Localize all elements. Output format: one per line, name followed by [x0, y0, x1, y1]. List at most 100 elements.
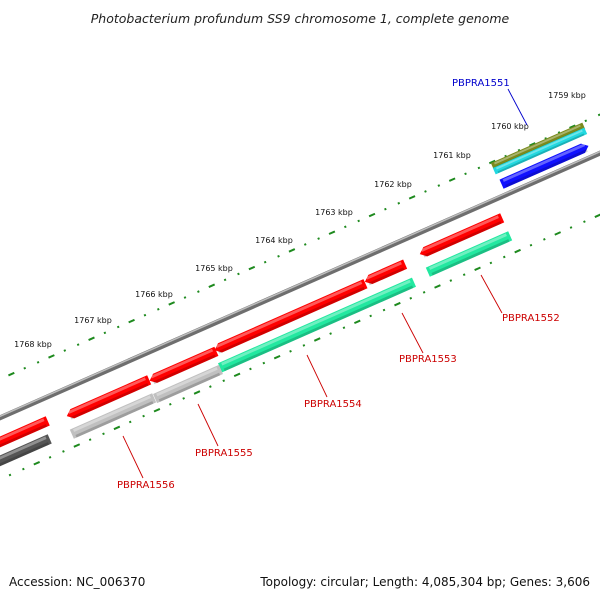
chromosome-backbone — [0, 150, 600, 421]
gene-arrow-pbpra1552 — [419, 213, 505, 258]
inner-tick — [289, 349, 292, 353]
inner-tick — [273, 354, 281, 360]
inner-tick — [153, 407, 161, 413]
gene-bar-dark-1-shadow — [0, 442, 50, 469]
gene-arrow-pbpra1551 — [499, 143, 589, 189]
inner-tick — [474, 266, 481, 271]
accession-text: Accession: NC_006370 — [9, 575, 145, 589]
outer-tick — [143, 313, 147, 317]
outer-tick — [448, 177, 456, 182]
inner-tick — [434, 284, 441, 289]
inner-tick — [342, 326, 346, 330]
inner-tick-track — [8, 213, 600, 477]
inner-tick — [128, 420, 132, 424]
tick-label: 1764 kbp — [255, 236, 293, 245]
feature-bar-cyan-shadow — [497, 133, 585, 174]
gene-arrow-pbpra1551-highlight — [502, 143, 586, 182]
gene-arrow-pbpra1554-shadow — [218, 286, 365, 354]
gene-arrow-partial-left — [0, 416, 50, 451]
gene-arrow-pbpra1554-highlight — [215, 281, 363, 348]
outer-tick — [8, 371, 15, 377]
outer-tick — [156, 307, 160, 311]
outer-tick — [357, 219, 360, 223]
inner-tick — [382, 308, 386, 312]
outer-tick — [128, 318, 135, 324]
inner-tick — [193, 390, 201, 395]
gene-bar-grey-1-highlight — [156, 367, 218, 397]
map-title: Photobacterium profundum SS9 chromosome … — [91, 11, 510, 26]
gene-label-pbpra1554: PBPRA1554 — [304, 399, 362, 410]
outer-tick — [504, 154, 507, 158]
inner-tick — [113, 425, 121, 431]
feature-bar-cyan — [492, 127, 588, 175]
inner-tick — [329, 332, 332, 335]
outer-tick — [328, 230, 336, 235]
inner-tick — [554, 231, 562, 236]
gene-arrow-partial-left-body — [0, 416, 50, 450]
outer-tick — [23, 366, 27, 370]
inner-tick — [313, 337, 321, 342]
gene-arrow-pbpra1556-body — [66, 375, 152, 419]
gene-bar-teal-2 — [217, 277, 417, 373]
inner-tick — [462, 273, 466, 276]
outer-tick — [517, 148, 521, 152]
outer-tick — [303, 243, 307, 246]
gene-bar-teal-1-body — [425, 231, 513, 277]
inner-tick — [489, 261, 493, 265]
inner-tick — [62, 450, 65, 453]
gene-arrow-pbpra1556 — [66, 375, 152, 420]
gene-bar-teal-2-shadow — [223, 285, 414, 372]
gene-arrow-pbpra1553-body — [364, 259, 408, 285]
gene-arrow-pbpra1555-body — [149, 346, 219, 383]
inner-tick — [48, 456, 52, 459]
inner-tick — [394, 301, 401, 307]
gene-label-pbpra1551: PBPRA1551 — [452, 78, 510, 89]
outer-tick — [437, 184, 441, 187]
inner-tick — [449, 279, 453, 282]
tick-label: 1759 kbp — [548, 91, 586, 100]
gene-arrow-pbpra1553 — [364, 259, 408, 286]
feature-bar-olive-highlight — [493, 124, 581, 165]
feature-bar-cyan-body — [492, 127, 588, 175]
outer-tick — [544, 137, 548, 140]
gene-arrow-pbpra1552-shadow — [423, 221, 502, 258]
inner-tick — [142, 414, 145, 418]
inner-tick — [422, 291, 426, 294]
gene-arrow-partial-left-shadow — [0, 424, 48, 451]
gene-bar-teal-2-highlight — [221, 279, 411, 366]
gene-bar-grey-2-shadow — [75, 401, 154, 438]
tick-label: 1761 kbp — [433, 151, 471, 160]
gene-arrow-pbpra1552-highlight — [420, 215, 499, 252]
tick-label: 1768 kbp — [14, 340, 52, 349]
outer-tick — [384, 207, 387, 211]
gene-arrow-pbpra1551-shadow — [505, 149, 588, 188]
outer-tick — [424, 190, 427, 193]
inner-tick — [33, 461, 41, 466]
gene-label-pbpra1555: PBPRA1555 — [195, 448, 253, 459]
gene-bar-dark-1 — [0, 434, 52, 470]
inner-tick — [583, 220, 586, 223]
gene-arrow-partial-left-highlight — [0, 418, 45, 445]
outer-tick — [529, 142, 536, 147]
tick-label: 1765 kbp — [195, 264, 233, 273]
outer-tick-track: 1759 kbp 1760 kbp 1761 kbp 1762 kbp 1763 kbp… — [8, 91, 600, 377]
inner-tick — [222, 379, 226, 383]
tick-label: 1760 kbp — [491, 122, 529, 131]
outer-tick — [36, 361, 40, 364]
outer-tick — [569, 124, 576, 129]
inner-tick — [88, 438, 92, 441]
outer-tick — [344, 225, 347, 229]
gene-bar-grey-2-body — [69, 393, 157, 439]
leader-line-pbpra1553 — [401, 312, 424, 354]
outer-tick — [48, 354, 55, 359]
inner-tick — [168, 402, 172, 406]
inner-tick — [409, 296, 413, 300]
inner-tick — [543, 238, 546, 241]
feature-bar-cyan-highlight — [495, 129, 583, 170]
gene-bar-dark-1-highlight — [0, 436, 47, 463]
inner-tick — [209, 385, 212, 388]
feature-bar-olive-body — [490, 122, 586, 170]
inner-tick — [262, 361, 266, 365]
outer-tick — [488, 159, 496, 165]
